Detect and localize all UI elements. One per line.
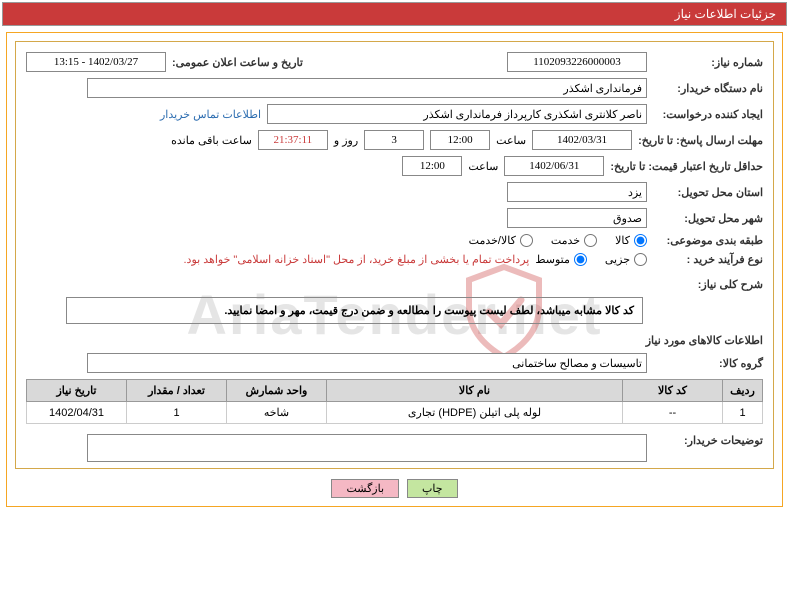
- deadline-time-field[interactable]: [430, 130, 490, 150]
- province-field[interactable]: [507, 182, 647, 202]
- radio-goods-service[interactable]: کالا/خدمت: [469, 234, 533, 247]
- category-label: طبقه بندی موضوعی:: [653, 234, 763, 247]
- goods-group-label: گروه کالا:: [653, 357, 763, 370]
- validity-label: حداقل تاریخ اعتبار قیمت: تا تاریخ:: [610, 160, 763, 173]
- category-radio-group: کالا خدمت کالا/خدمت: [469, 234, 647, 247]
- print-button[interactable]: چاپ: [407, 479, 458, 498]
- requester-field[interactable]: [267, 104, 647, 124]
- cell-unit: شاخه: [227, 402, 327, 424]
- time-label-2: ساعت: [468, 160, 498, 173]
- th-unit: واحد شمارش: [227, 380, 327, 402]
- process-label: نوع فرآیند خرید :: [653, 253, 763, 266]
- radio-service[interactable]: خدمت: [551, 234, 597, 247]
- buyer-comment-label: توضیحات خریدار:: [653, 434, 763, 447]
- days-field[interactable]: [364, 130, 424, 150]
- goods-info-title: اطلاعات کالاهای مورد نیاز: [26, 334, 763, 347]
- general-desc-label: شرح کلی نیاز:: [653, 278, 763, 291]
- requester-label: ایجاد کننده درخواست:: [653, 108, 763, 121]
- city-label: شهر محل تحویل:: [653, 212, 763, 225]
- validity-date-field[interactable]: [504, 156, 604, 176]
- inner-frame: شماره نیاز: تاریخ و ساعت اعلان عمومی: نا…: [15, 41, 774, 469]
- cell-qty: 1: [127, 402, 227, 424]
- contact-link[interactable]: اطلاعات تماس خریدار: [160, 108, 261, 121]
- goods-group-field[interactable]: [87, 353, 647, 373]
- days-label: روز و: [334, 134, 358, 147]
- validity-time-field[interactable]: [402, 156, 462, 176]
- cell-date: 1402/04/31: [27, 402, 127, 424]
- need-number-field[interactable]: [507, 52, 647, 72]
- buyer-org-field[interactable]: [87, 78, 647, 98]
- process-note: پرداخت تمام یا بخشی از مبلغ خرید، از محل…: [184, 253, 530, 266]
- radio-medium[interactable]: متوسط: [535, 253, 587, 266]
- th-date: تاریخ نیاز: [27, 380, 127, 402]
- th-name: نام کالا: [327, 380, 623, 402]
- announce-label: تاریخ و ساعت اعلان عمومی:: [172, 56, 303, 69]
- panel-header: جزئیات اطلاعات نیاز: [2, 2, 787, 26]
- cell-num: 1: [723, 402, 763, 424]
- radio-partial[interactable]: جزیی: [605, 253, 647, 266]
- countdown-field: [258, 130, 328, 150]
- province-label: استان محل تحویل:: [653, 186, 763, 199]
- outer-frame: شماره نیاز: تاریخ و ساعت اعلان عمومی: نا…: [6, 32, 783, 507]
- table-row: 1 -- لوله پلی اتیلن (HDPE) تجاری شاخه 1 …: [27, 402, 763, 424]
- buyer-comment-box[interactable]: [87, 434, 647, 462]
- cell-code: --: [623, 402, 723, 424]
- th-row: ردیف: [723, 380, 763, 402]
- process-radio-group: جزیی متوسط: [535, 253, 647, 266]
- time-label-1: ساعت: [496, 134, 526, 147]
- announce-field[interactable]: [26, 52, 166, 72]
- buyer-org-label: نام دستگاه خریدار:: [653, 82, 763, 95]
- cell-name: لوله پلی اتیلن (HDPE) تجاری: [327, 402, 623, 424]
- goods-table: ردیف کد کالا نام کالا واحد شمارش تعداد /…: [26, 379, 763, 424]
- deadline-date-field[interactable]: [532, 130, 632, 150]
- deadline-label: مهلت ارسال پاسخ: تا تاریخ:: [638, 134, 763, 147]
- th-code: کد کالا: [623, 380, 723, 402]
- th-qty: تعداد / مقدار: [127, 380, 227, 402]
- back-button[interactable]: بازگشت: [331, 479, 399, 498]
- need-number-label: شماره نیاز:: [653, 56, 763, 69]
- remaining-label: ساعت باقی مانده: [171, 134, 252, 147]
- general-desc-box: کد کالا مشابه میباشد، لطف لیست پیوست را …: [66, 297, 643, 324]
- radio-goods[interactable]: کالا: [615, 234, 647, 247]
- city-field[interactable]: [507, 208, 647, 228]
